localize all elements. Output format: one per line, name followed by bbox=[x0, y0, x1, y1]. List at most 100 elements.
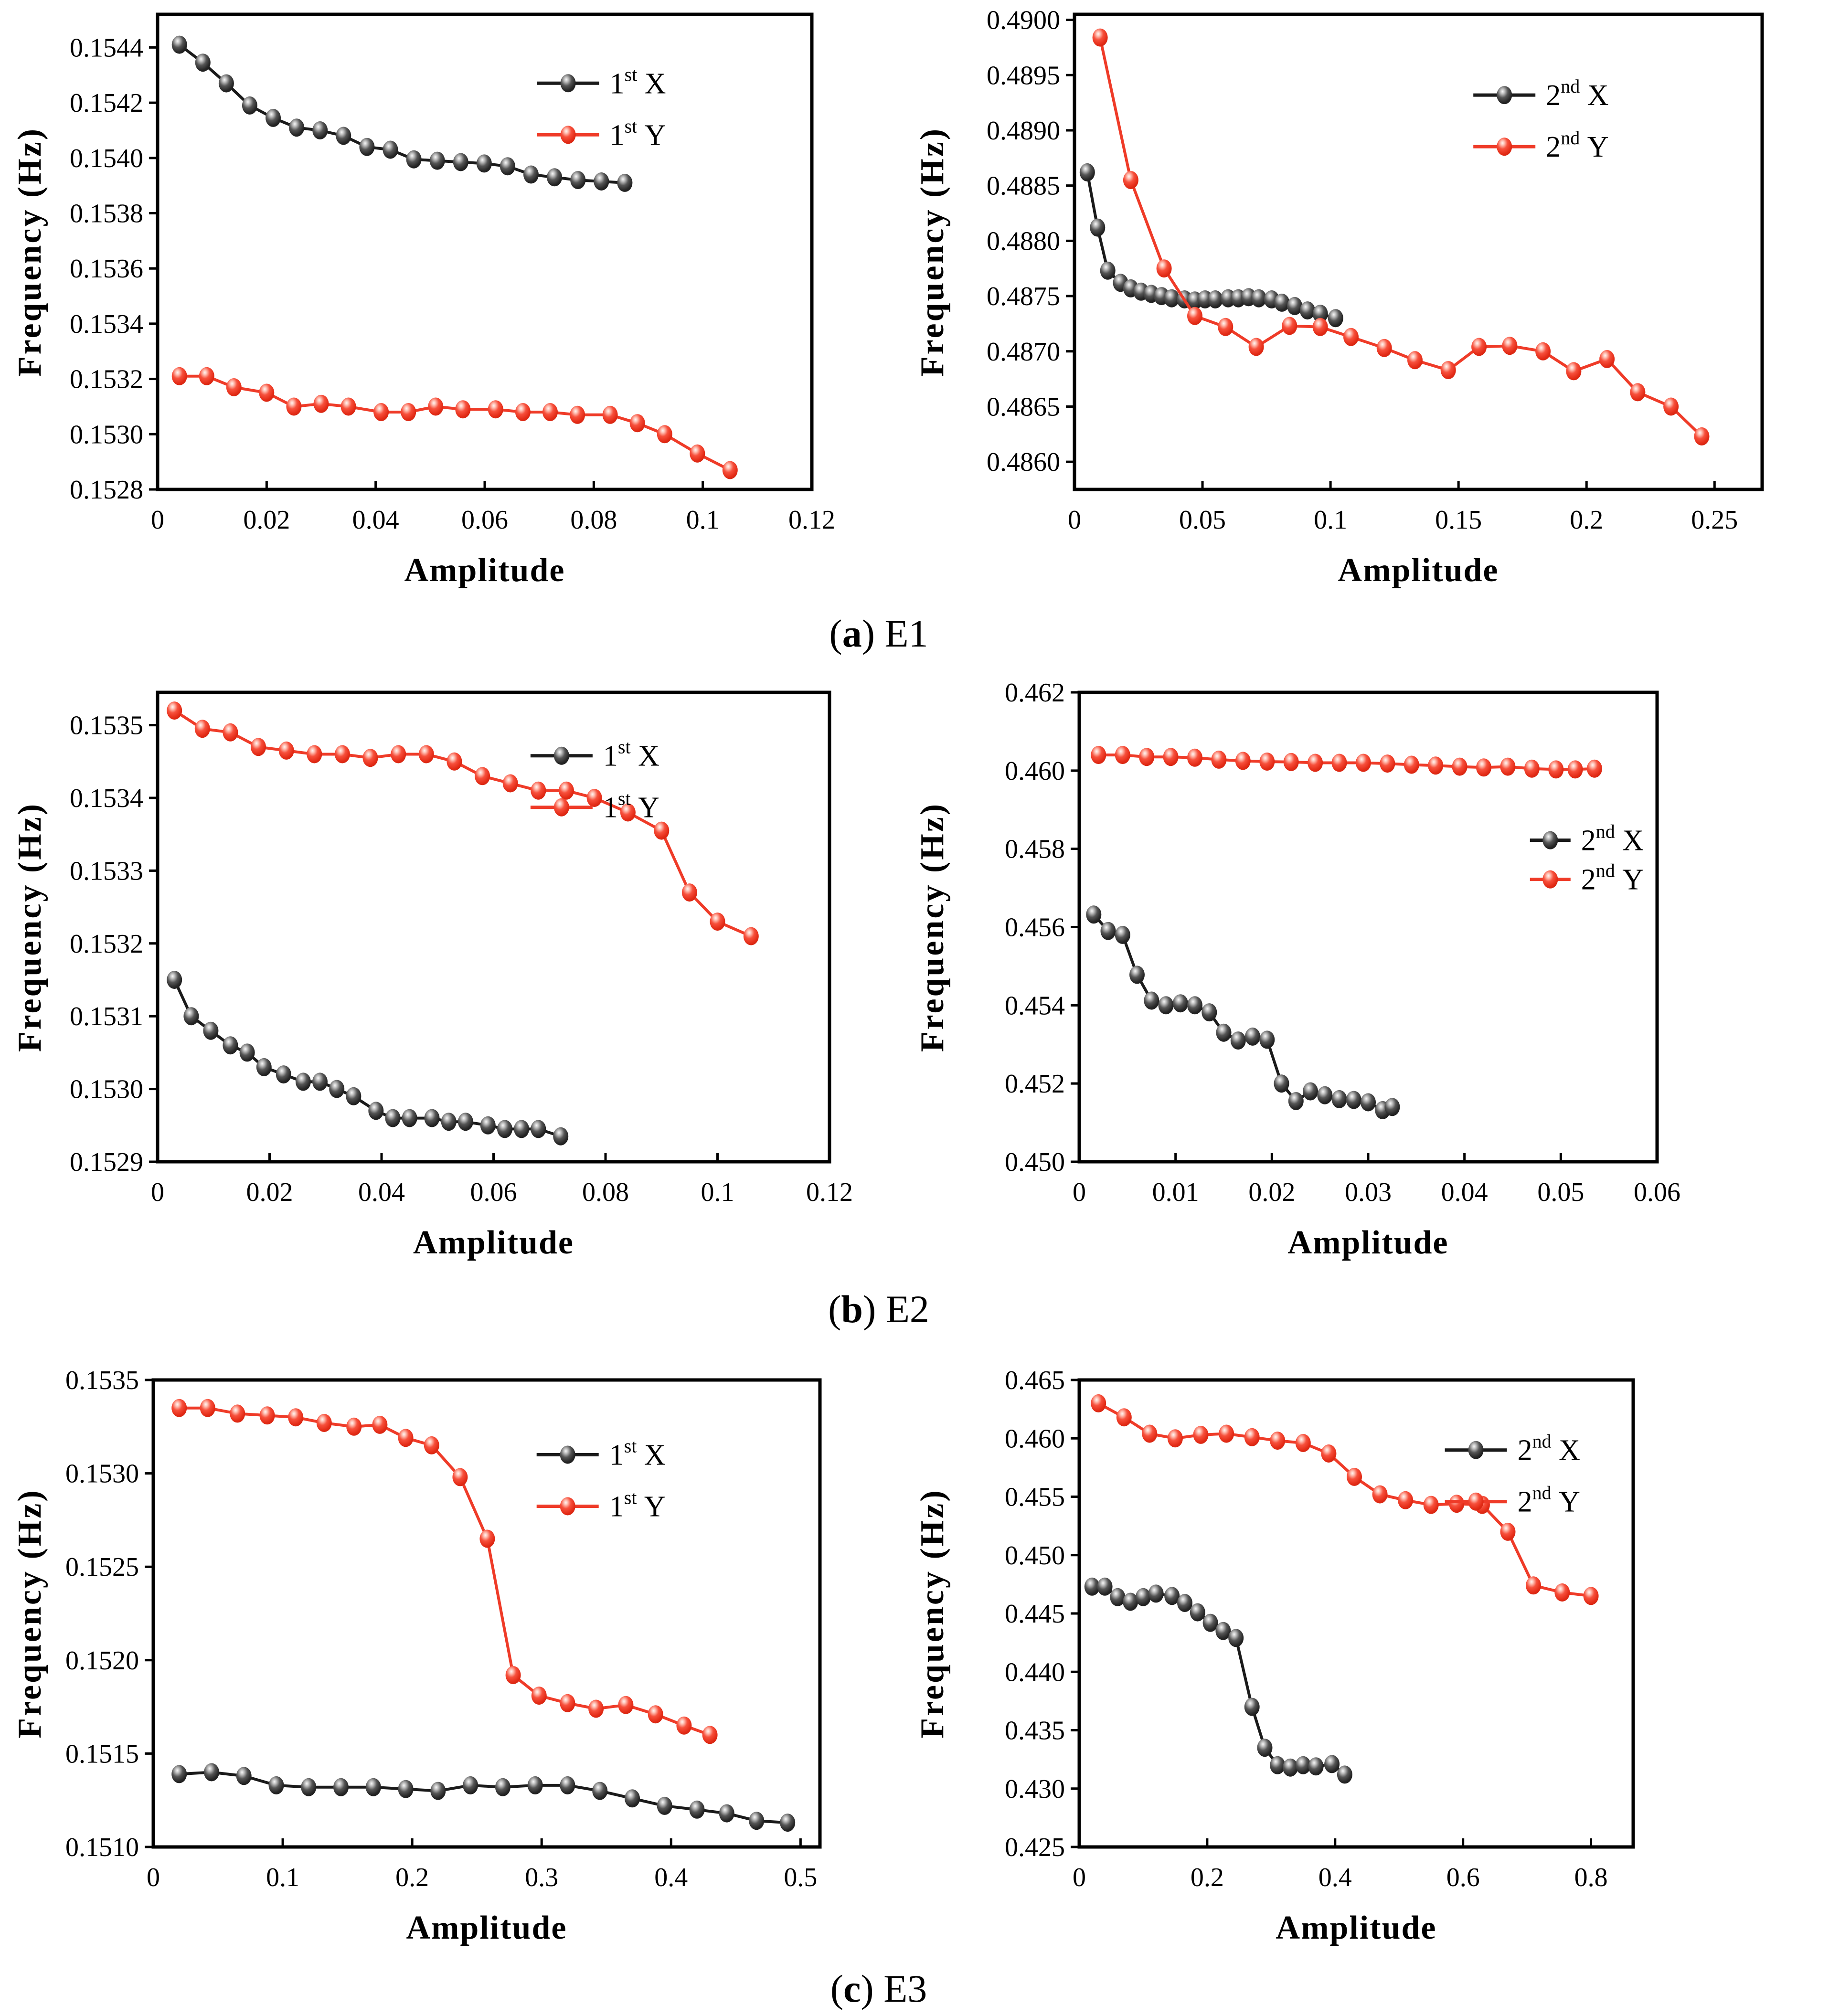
data-point-marker bbox=[1244, 1428, 1260, 1446]
legend-marker bbox=[1468, 1441, 1484, 1459]
data-point-marker bbox=[592, 1782, 608, 1800]
data-point-marker bbox=[372, 1415, 388, 1434]
series-line bbox=[1092, 913, 1394, 1112]
data-point-marker bbox=[204, 1763, 219, 1782]
data-point-marker bbox=[424, 1436, 439, 1454]
legend-label: 1st Y bbox=[610, 115, 666, 151]
series-2nd-x bbox=[1084, 1577, 1352, 1784]
y-tick-label: 0.4865 bbox=[987, 392, 1060, 422]
data-point-marker bbox=[340, 397, 356, 416]
x-tick-label: 0.02 bbox=[246, 1178, 293, 1207]
data-point-marker bbox=[1270, 1432, 1286, 1450]
x-axis: 0 0.2 0.4 0.6 0.8 bbox=[1073, 1838, 1608, 1892]
data-point-marker bbox=[1312, 305, 1328, 323]
caption-e1: (a) E1 bbox=[0, 611, 1757, 656]
legend-label: 1st Y bbox=[609, 1486, 666, 1523]
data-point-marker bbox=[1583, 1587, 1599, 1605]
data-point-marker bbox=[1337, 1765, 1352, 1784]
caption-e3-close-paren: ) bbox=[861, 1967, 884, 2010]
caption-e3-open-paren: ( bbox=[830, 1967, 843, 2010]
y-tick-label: 0.1535 bbox=[70, 711, 143, 741]
series-line bbox=[173, 978, 563, 1138]
data-point-marker bbox=[452, 1468, 468, 1486]
data-point-marker bbox=[1167, 1429, 1183, 1448]
data-point-marker bbox=[1299, 301, 1315, 320]
data-point-marker bbox=[1244, 1698, 1260, 1716]
data-point-marker bbox=[401, 403, 416, 421]
y-tick-label: 0.1542 bbox=[70, 88, 143, 118]
data-point-marker bbox=[203, 1021, 219, 1040]
data-point-marker bbox=[1502, 337, 1518, 355]
data-point-marker bbox=[171, 367, 187, 385]
caption-e3: (c) E3 bbox=[0, 1966, 1757, 2011]
y-tick-label: 0.456 bbox=[1005, 913, 1065, 943]
data-point-marker bbox=[239, 1043, 255, 1062]
data-point-marker bbox=[1331, 1090, 1347, 1108]
data-point-marker bbox=[1274, 1074, 1289, 1093]
data-point-marker bbox=[398, 1429, 414, 1447]
y-tick-label: 0.1520 bbox=[65, 1646, 139, 1676]
x-tick-label: 0 bbox=[1073, 1178, 1086, 1207]
data-point-marker bbox=[1346, 1091, 1361, 1109]
data-point-marker bbox=[1282, 317, 1297, 335]
data-point-marker bbox=[676, 1716, 692, 1735]
data-point-marker bbox=[346, 1087, 362, 1105]
legend-marker bbox=[553, 746, 569, 765]
data-point-marker bbox=[1372, 1485, 1388, 1504]
data-point-marker bbox=[1312, 318, 1328, 336]
data-point-marker bbox=[602, 405, 618, 424]
data-point-marker bbox=[648, 1705, 663, 1724]
data-point-marker bbox=[625, 1789, 640, 1808]
data-point-marker bbox=[1219, 1424, 1234, 1443]
y-tick-label: 0.460 bbox=[1005, 756, 1065, 786]
data-point-marker bbox=[743, 927, 759, 945]
data-point-marker bbox=[223, 723, 238, 742]
y-tick-label: 0.425 bbox=[1005, 1833, 1065, 1862]
data-point-marker bbox=[1116, 1408, 1132, 1427]
caption-e2: (b) E2 bbox=[0, 1287, 1757, 1332]
data-point-marker bbox=[373, 403, 389, 421]
x-tick-label: 0 bbox=[1073, 1863, 1086, 1892]
legend-label: 1st X bbox=[610, 64, 666, 100]
data-point-marker bbox=[1526, 1576, 1541, 1595]
legend-item-1st-y: 1st Y bbox=[537, 115, 666, 151]
data-point-marker bbox=[346, 1417, 362, 1436]
chart-e1-mode2: 0.4860 0.4865 0.4870 0.4875 0.4880 0.4885 0.48… bbox=[914, 6, 1764, 589]
data-point-marker bbox=[588, 1699, 604, 1718]
data-point-marker bbox=[1476, 758, 1491, 777]
data-point-marker bbox=[690, 444, 705, 463]
data-point-marker bbox=[1190, 1603, 1205, 1622]
data-point-marker bbox=[1092, 28, 1108, 47]
data-point-marker bbox=[455, 400, 471, 419]
data-point-marker bbox=[256, 1058, 272, 1076]
legend-item-2nd-x: 2nd X bbox=[1473, 75, 1608, 112]
data-point-marker bbox=[1449, 1495, 1465, 1513]
data-point-marker bbox=[1211, 750, 1227, 769]
legend-item-1st-x: 1st X bbox=[530, 736, 659, 773]
x-axis: 0 0.1 0.2 0.3 0.4 0.5 bbox=[147, 1838, 817, 1892]
data-point-marker bbox=[1270, 1756, 1286, 1774]
legend-marker bbox=[1542, 831, 1558, 849]
data-point-marker bbox=[218, 74, 234, 93]
data-point-marker bbox=[223, 1036, 238, 1055]
legend-marker bbox=[560, 126, 576, 144]
data-point-marker bbox=[1216, 1023, 1232, 1042]
data-point-marker bbox=[1144, 991, 1159, 1010]
data-point-marker bbox=[480, 1116, 496, 1135]
data-point-marker bbox=[749, 1812, 765, 1830]
x-tick-label: 0.06 bbox=[461, 505, 508, 535]
x-axis-title: Amplitude bbox=[1276, 1910, 1437, 1946]
legend-item-2nd-x: 2nd X bbox=[1530, 821, 1644, 857]
data-point-marker bbox=[1091, 746, 1106, 764]
data-point-marker bbox=[276, 1065, 291, 1084]
y-tick-label: 0.1536 bbox=[70, 254, 143, 284]
y-tick-label: 0.1540 bbox=[70, 144, 143, 173]
data-point-marker bbox=[336, 127, 351, 145]
data-point-marker bbox=[475, 767, 490, 785]
data-point-marker bbox=[1079, 163, 1095, 181]
data-point-marker bbox=[1324, 1755, 1340, 1773]
legend-label: 1st X bbox=[603, 736, 659, 773]
plot-frame bbox=[156, 12, 814, 491]
data-point-marker bbox=[1148, 1584, 1164, 1603]
data-point-marker bbox=[167, 701, 182, 720]
